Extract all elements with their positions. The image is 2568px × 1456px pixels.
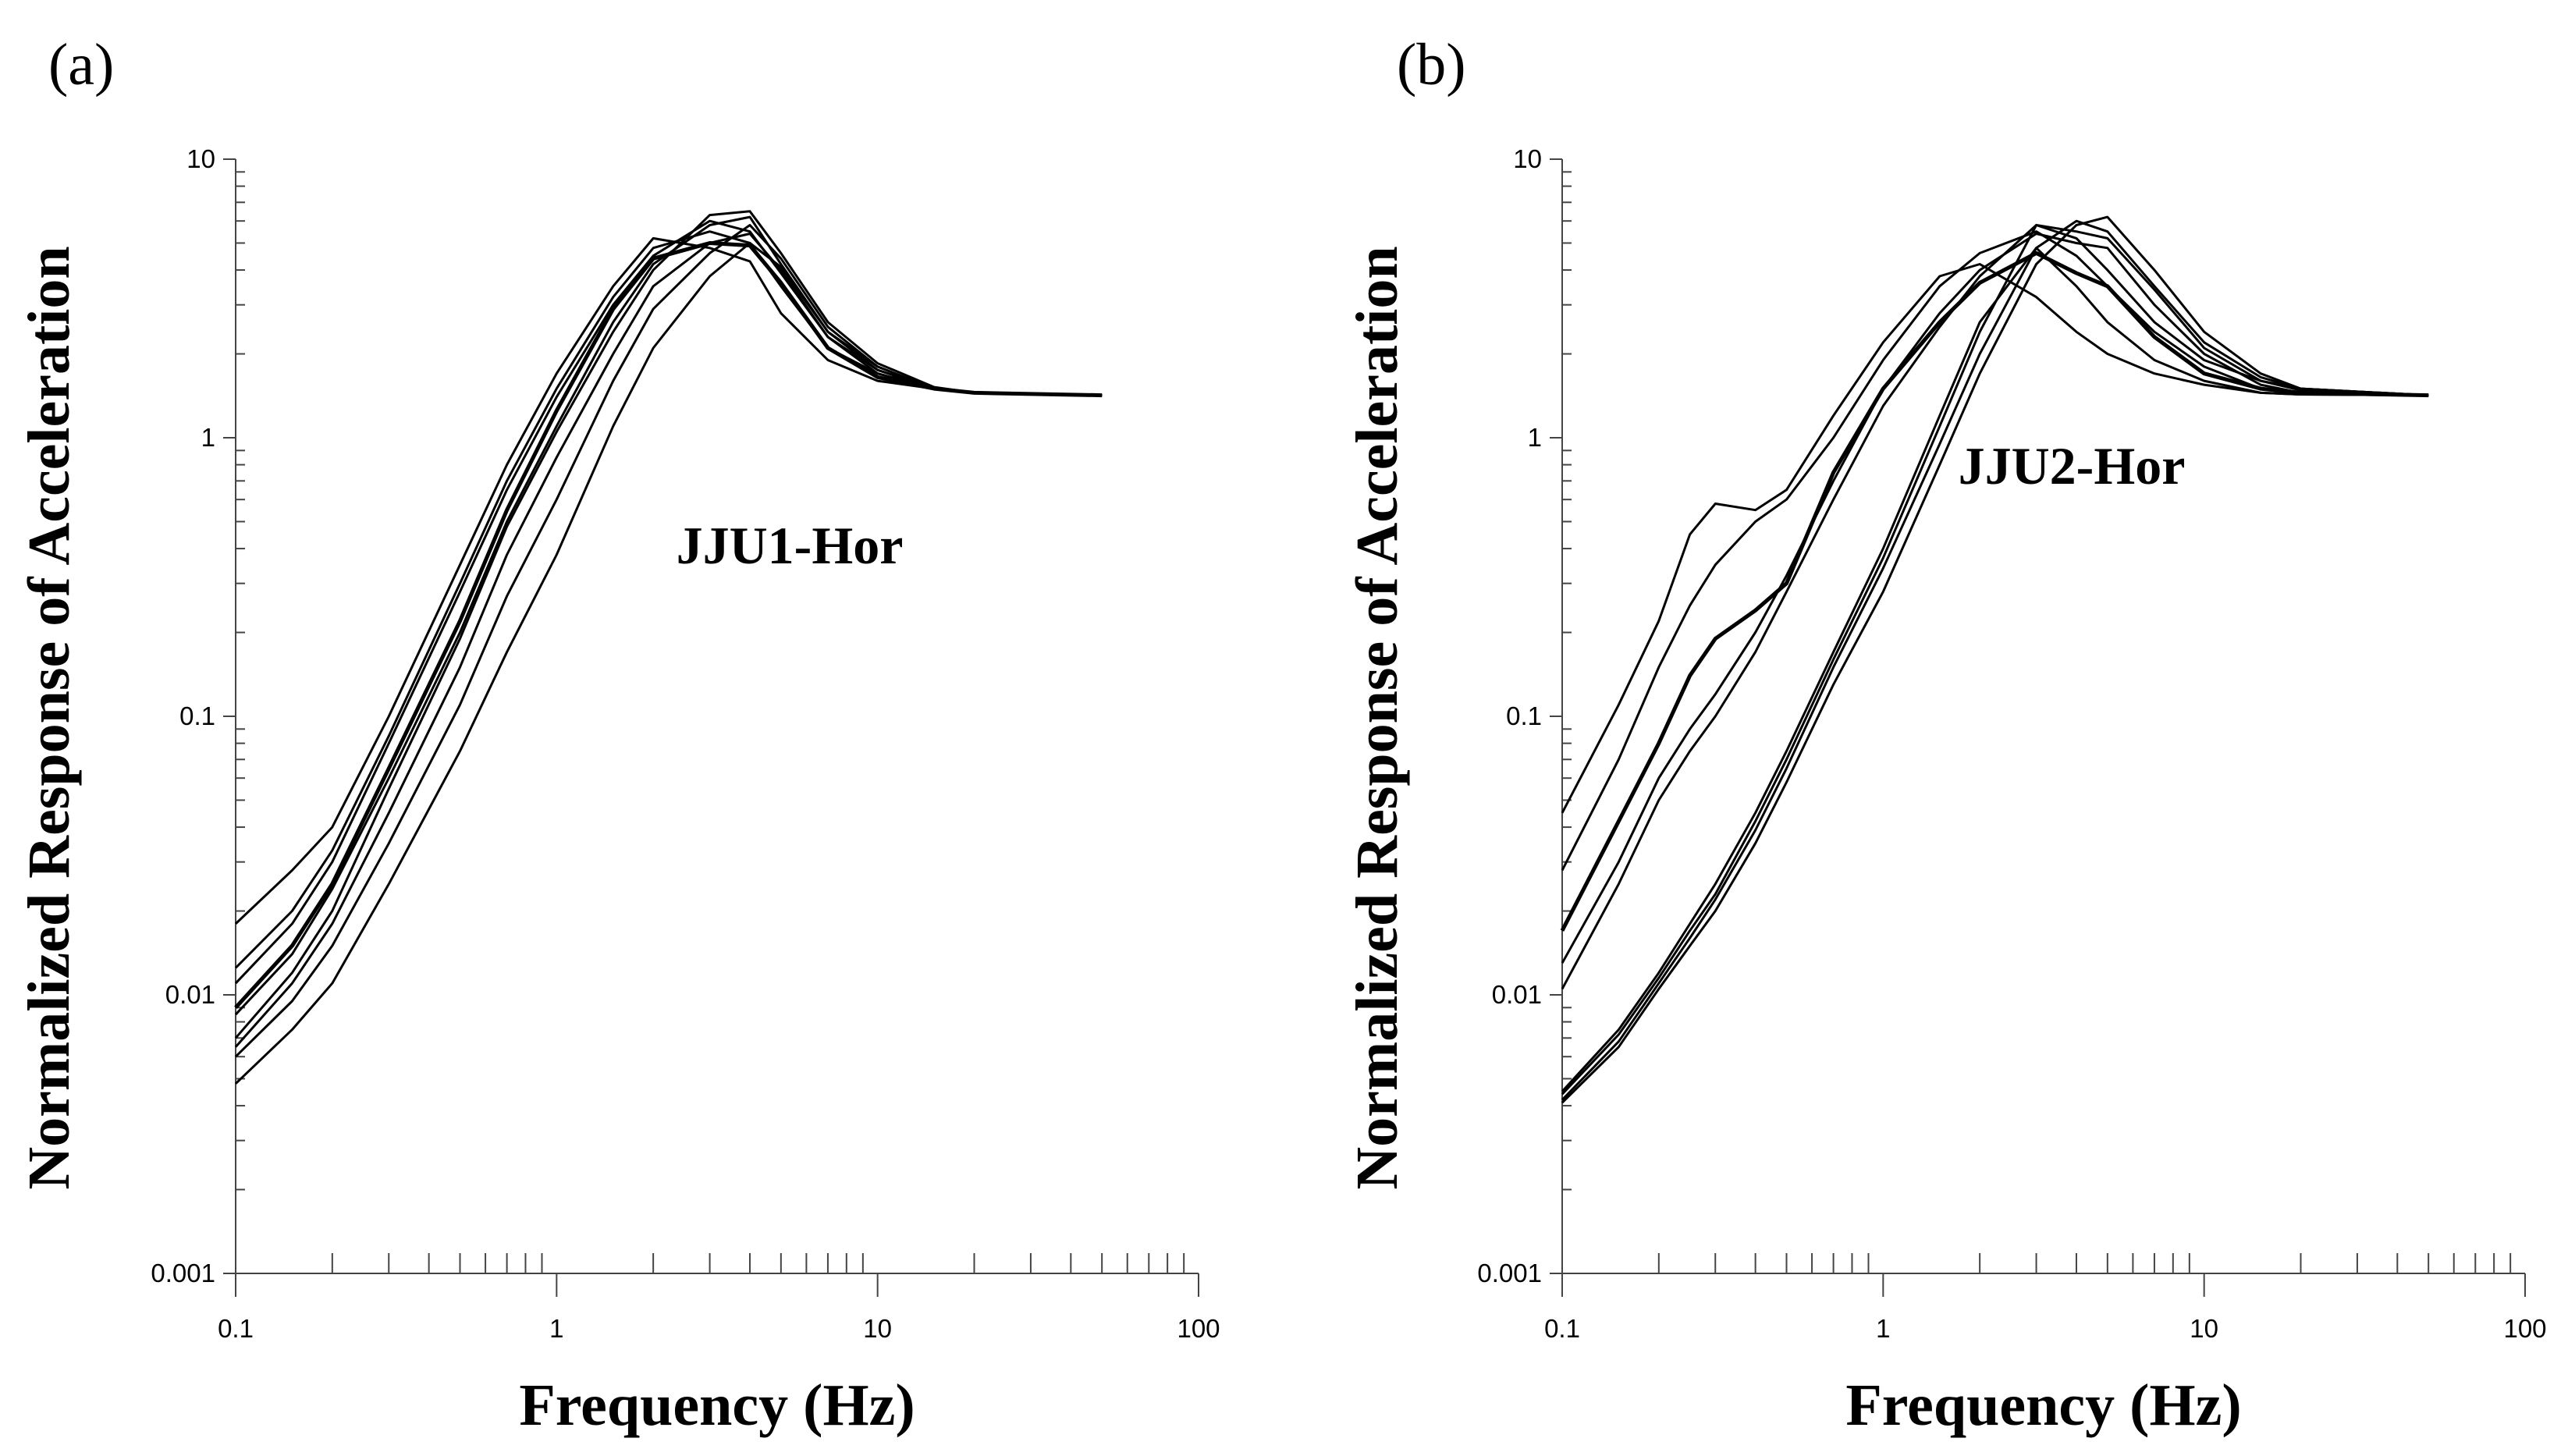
panel-a-series-c9 xyxy=(234,242,1103,1085)
panel-b-x-tick-label: 0.1 xyxy=(1544,1314,1580,1343)
panel-a-x-tick-label: 0.1 xyxy=(218,1314,254,1343)
panel-a-series-c8 xyxy=(234,224,1103,1058)
panel-b: (b) Normalized Response of Acceleration … xyxy=(1344,32,2547,1438)
panel-b-y-axis-title: Normalized Response of Acceleration xyxy=(1344,246,1410,1189)
panel-b-series-mean xyxy=(1560,250,2429,932)
panel-a-series-c3 xyxy=(234,219,1103,985)
panel-a-x-axis-title: Frequency (Hz) xyxy=(519,1373,915,1438)
panel-b-series-d9 xyxy=(1561,215,2429,1104)
panel-b-y-tick-label: 0.01 xyxy=(1492,980,1542,1009)
panel-a-label: (a) xyxy=(48,32,114,98)
panel-b-series-d6 xyxy=(1561,247,2429,1092)
panel-b-series-d8 xyxy=(1561,219,2429,1101)
panel-b-series-d2 xyxy=(1561,230,2429,872)
panel-a-x-tick-label: 1 xyxy=(549,1314,563,1343)
panel-a-x-tick-label: 100 xyxy=(1177,1314,1220,1343)
panel-b-series-d7 xyxy=(1561,224,2429,1096)
panel-a-curves xyxy=(234,210,1103,1085)
panel-a-series-c1 xyxy=(234,236,1103,925)
panel-a-y-tick-label: 0.01 xyxy=(165,980,215,1009)
panel-a-y-tick-label: 10 xyxy=(186,144,215,173)
panel-a-x-tick-label: 10 xyxy=(863,1314,892,1343)
panel-a: (a) Normalized Response of Acceleration … xyxy=(16,32,1220,1438)
panel-b-series-d1 xyxy=(1561,263,2429,814)
panel-b-y-tick-label: 0.1 xyxy=(1506,701,1542,730)
panel-b-series-d5 xyxy=(1561,224,2429,990)
panel-a-series-c6 xyxy=(234,210,1103,1039)
panel-a-y-tick-label: 0.1 xyxy=(179,701,215,730)
panel-b-x-tick-label: 1 xyxy=(1876,1314,1890,1343)
panel-b-label: (b) xyxy=(1397,32,1466,98)
panel-a-series-mean xyxy=(234,241,1103,1009)
panel-b-x-tick-label: 10 xyxy=(2190,1314,2218,1343)
panel-a-series-c5 xyxy=(234,215,1103,1016)
panel-b-y-tick-label: 0.001 xyxy=(1477,1259,1542,1287)
panel-a-series-c7 xyxy=(234,233,1103,1048)
panel-a-y-tick-label: 0.001 xyxy=(151,1259,215,1287)
panel-a-axes: 0.001 0.01 0.1 1 10 0.1 1 10 100 xyxy=(151,144,1220,1343)
panel-b-station-annotation: JJU2-Hor xyxy=(1959,436,2186,495)
panel-a-y-axis-title: Normalized Response of Acceleration xyxy=(16,246,82,1189)
panel-b-y-tick-label: 1 xyxy=(1528,423,1542,452)
panel-b-x-axis-title: Frequency (Hz) xyxy=(1845,1373,2241,1438)
panel-b-curves xyxy=(1560,215,2429,1104)
panel-b-y-tick-label: 10 xyxy=(1513,144,1542,173)
panel-b-x-tick-label: 100 xyxy=(2503,1314,2546,1343)
panel-a-y-tick-label: 1 xyxy=(201,423,215,452)
panel-a-station-annotation: JJU1-Hor xyxy=(677,516,904,575)
panel-b-series-d4 xyxy=(1561,233,2429,964)
panel-b-axes: 0.001 0.01 0.1 1 10 0.1 1 10 100 xyxy=(1477,144,2546,1343)
